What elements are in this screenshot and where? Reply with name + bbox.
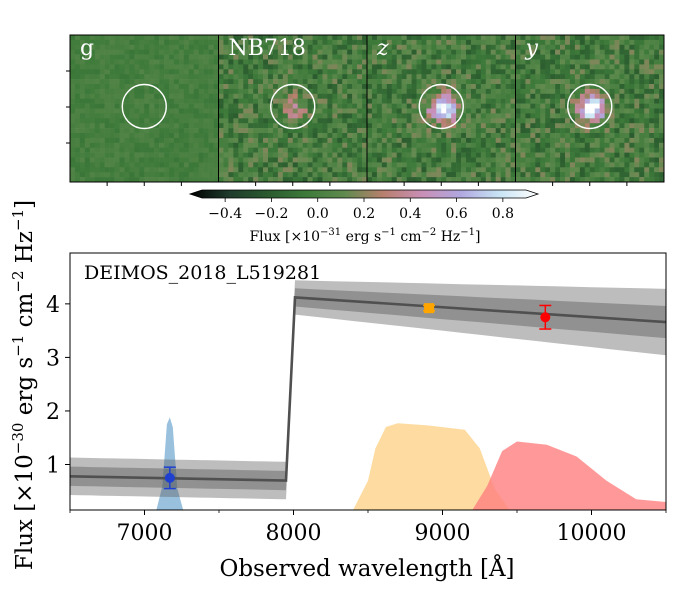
colorbar-tick-label: −0.2 xyxy=(254,206,288,222)
colorbar-tick-label: 0.6 xyxy=(445,206,467,222)
model-spectrum-line xyxy=(70,296,666,482)
stamp-label: y xyxy=(525,36,539,61)
filter-curve-nb718 xyxy=(156,417,184,510)
object-name: DEIMOS_2018_L519281 xyxy=(84,262,321,284)
aperture-circle xyxy=(567,83,613,130)
postage-stamps: g NB718 z y xyxy=(66,34,665,186)
colorbar-tick-label: 0.8 xyxy=(492,206,514,222)
stamp-nb718: NB718 xyxy=(218,34,368,186)
y-tick-label: 1 xyxy=(46,453,60,478)
photometry-point-y xyxy=(539,304,552,330)
stamp-label: z xyxy=(376,36,389,61)
filter-curve-z xyxy=(353,423,510,510)
photometry-points xyxy=(163,303,552,490)
aperture-circle xyxy=(121,83,167,130)
stamp-label: g xyxy=(80,36,94,61)
x-tick-label: 8000 xyxy=(266,521,322,546)
colorbar-tick-label: 0.4 xyxy=(399,206,421,222)
stamp-y: y xyxy=(515,34,665,186)
colorbar-tick-label: 0.2 xyxy=(353,206,375,222)
stamp-g: g xyxy=(66,34,219,186)
y-tick-label: 2 xyxy=(46,400,60,425)
colorbar-tick-label: 0.0 xyxy=(307,206,329,222)
filter-curve-y xyxy=(472,441,666,510)
model-uncertainty-bands xyxy=(70,280,666,500)
x-tick-label: 9000 xyxy=(415,521,471,546)
colorbar-label: Flux [×10−31 erg s−1 cm−2 Hz−1] xyxy=(249,227,480,245)
aperture-circle xyxy=(418,83,464,130)
x-tick-label: 10000 xyxy=(557,521,627,546)
outer-uncertainty-band xyxy=(70,280,666,500)
colorbar-ticks: −0.4 −0.2 0.0 0.2 0.4 0.6 0.8 xyxy=(208,198,514,222)
x-axis-label: Observed wavelength [Å] xyxy=(219,554,514,582)
inner-uncertainty-band xyxy=(70,288,666,491)
photometry-point-nb718 xyxy=(163,466,176,490)
stamp-label: NB718 xyxy=(229,36,306,61)
filter-curves xyxy=(156,417,666,510)
photometry-point-z xyxy=(423,303,436,314)
sed-plot: 7000 8000 9000 10000 1 2 3 4 DEIMOS_2018_L51928… xyxy=(9,200,667,582)
stamp-z: z xyxy=(366,34,516,186)
y-tick-label: 3 xyxy=(46,346,60,371)
y-axis-label: Flux [×10−30 erg s−1 cm−2 Hz−1] xyxy=(9,200,38,570)
axes-ticks: 7000 8000 9000 10000 1 2 3 4 xyxy=(46,293,667,546)
colorbar-body xyxy=(188,189,540,199)
colorbar: −0.4 −0.2 0.0 0.2 0.4 0.6 0.8 Flux [×10−31 erg… xyxy=(188,189,540,245)
x-tick-label: 7000 xyxy=(117,521,173,546)
aperture-circle xyxy=(270,83,316,130)
colorbar-tick-label: −0.4 xyxy=(208,206,242,222)
y-tick-label: 4 xyxy=(46,293,60,318)
